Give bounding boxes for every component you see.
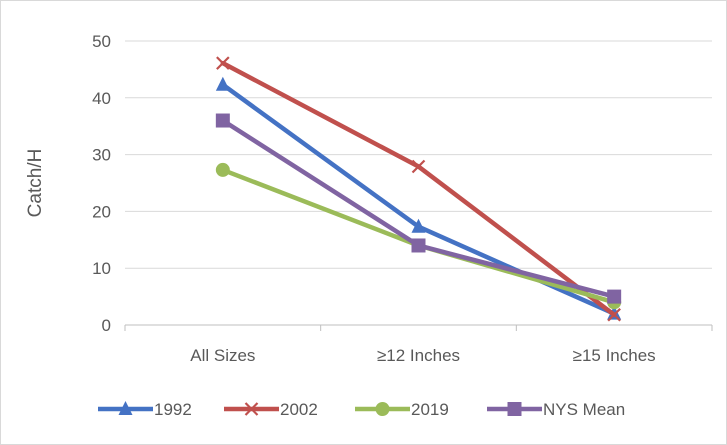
series — [215, 56, 622, 322]
x-marker-stroke — [244, 402, 259, 416]
y-tick-label: 10 — [92, 259, 111, 278]
legend-item-nys-mean: NYS Mean — [487, 400, 625, 419]
series-line-2002 — [220, 60, 617, 318]
y-tick-label: 30 — [92, 146, 111, 165]
x-marker — [411, 159, 426, 174]
triangle-marker — [411, 218, 426, 233]
tick-labels: 0 10 20 30 40 50 All Sizes ≥12 Inches ≥15 Inches — [92, 32, 656, 365]
x-tick-label: ≥15 Inches — [573, 346, 656, 365]
square-marker — [411, 238, 426, 253]
circle-marker — [375, 402, 390, 416]
x-marker-stroke — [216, 56, 230, 70]
series-nys-mean — [215, 113, 622, 304]
series-2019 — [215, 162, 622, 310]
series-2002 — [216, 56, 621, 322]
x-marker — [607, 307, 621, 322]
square-marker — [607, 289, 622, 304]
gridlines — [125, 40, 712, 269]
axes — [124, 324, 713, 331]
legend-label: 2002 — [280, 400, 318, 419]
x-marker — [244, 402, 259, 416]
x-tick-label: All Sizes — [190, 346, 255, 365]
square-marker — [215, 113, 230, 128]
y-tick-label: 50 — [92, 32, 111, 51]
circle-marker — [215, 162, 230, 177]
y-tick-label: 0 — [102, 316, 111, 335]
y-tick-label: 20 — [92, 202, 111, 221]
y-tick-label: 40 — [92, 89, 111, 108]
legend: 1992 2002 2019 NYS Mean — [98, 400, 625, 419]
legend-label: 1992 — [154, 400, 192, 419]
legend-label: NYS Mean — [543, 400, 625, 419]
x-marker — [216, 56, 230, 70]
x-tick-label: ≥12 Inches — [377, 346, 460, 365]
x-marker-stroke — [411, 159, 426, 174]
legend-label: 2019 — [411, 400, 449, 419]
triangle-marker — [118, 401, 133, 415]
y-axis-title: Catch/H — [25, 149, 46, 218]
x-marker-stroke — [607, 307, 621, 322]
legend-item-1992: 1992 — [98, 400, 192, 419]
triangle-marker — [215, 76, 230, 91]
legend-item-2019: 2019 — [355, 400, 449, 419]
square-marker — [507, 402, 522, 416]
legend-item-2002: 2002 — [224, 400, 318, 419]
